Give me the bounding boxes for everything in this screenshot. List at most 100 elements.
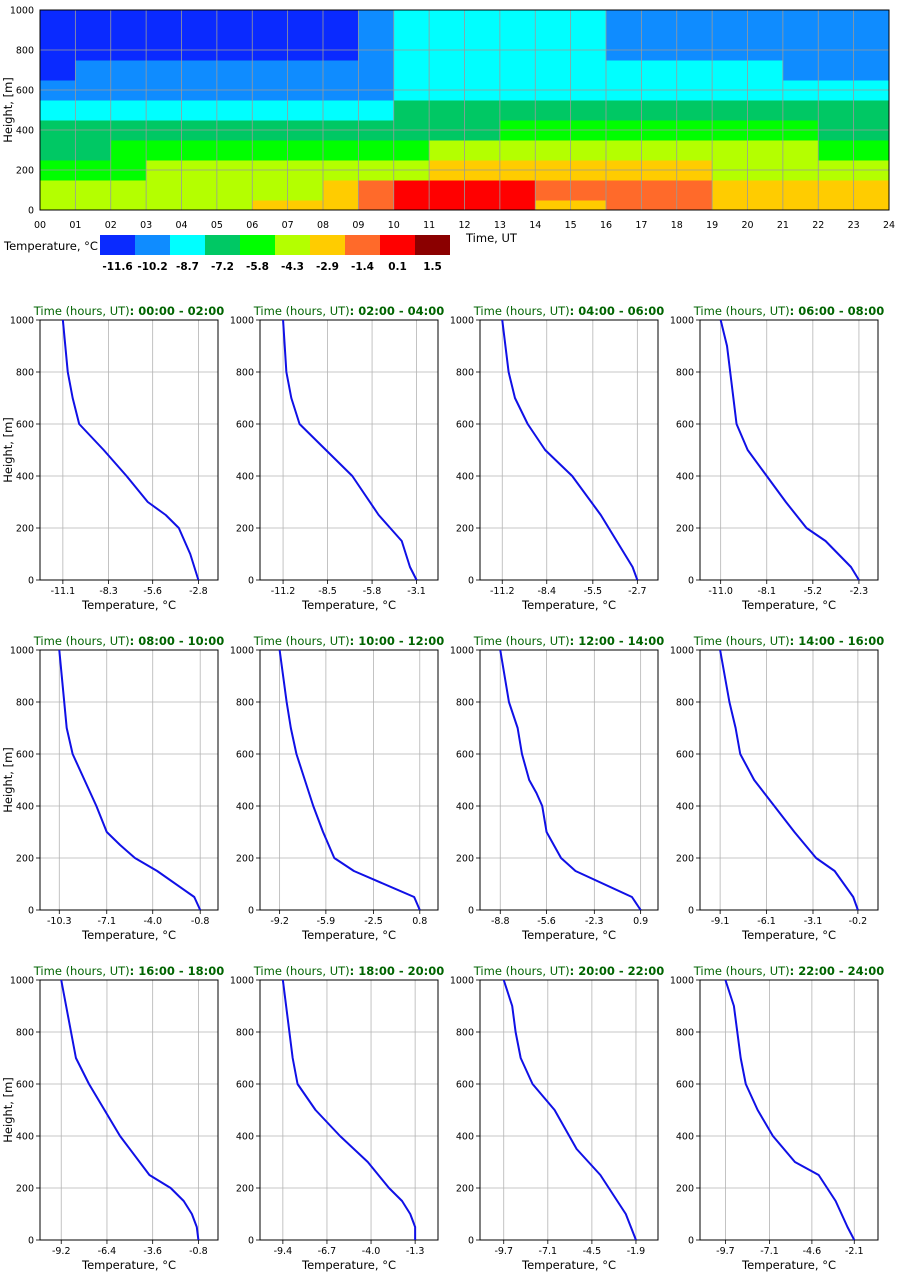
heatmap-cell [606, 100, 642, 121]
heatmap-cell [606, 60, 642, 81]
profile-ylabel: Height, [m] [1, 747, 15, 813]
profile-xtick-label: -3.1 [804, 916, 823, 927]
temperature-profiles: -11.1 -8.3 -5.6 -2.8 0 200 400 600 800 1000 Temper… [1, 304, 884, 1272]
heatmap-cell [712, 60, 748, 81]
profile-xtick-label: 0.9 [633, 916, 648, 927]
heatmap-grid [39, 9, 890, 211]
profile-title-prefix: Time (hours, UT) [33, 304, 130, 318]
heatmap-cell [712, 200, 748, 211]
heatmap-cell [641, 10, 678, 61]
colorbar-swatch [275, 235, 310, 255]
profile-xlabel: Temperature, °C [521, 1258, 616, 1272]
heatmap-cell [358, 10, 395, 61]
profile-xtick-label: 0.8 [412, 916, 427, 927]
profile-ytick-label: 600 [16, 750, 34, 761]
profile-xtick-label: -5.6 [143, 586, 162, 597]
colorbar-value: -7.2 [211, 261, 234, 273]
heatmap-cell [464, 200, 501, 211]
heatmap-cell [782, 60, 819, 81]
profile-ytick-label: 200 [16, 854, 34, 865]
profile-ytick-label: 1000 [10, 316, 34, 327]
heatmap-cell [181, 200, 218, 211]
profile-ytick-label: 200 [16, 1184, 34, 1195]
heatmap-cell [606, 140, 642, 161]
heatmap-cell [146, 200, 182, 211]
heatmap-cell [358, 100, 395, 121]
heatmap-cell [641, 180, 678, 201]
profile-title: Time (hours, UT): 06:00 - 08:00 [693, 304, 884, 318]
heatmap-xtick: 13 [494, 220, 506, 231]
heatmap-cell [641, 200, 678, 211]
heatmap-cell [535, 10, 572, 61]
profile-title: Time (hours, UT): 20:00 - 22:00 [473, 964, 664, 978]
profile-frame [259, 979, 439, 1241]
profile-xtick-label: -0.8 [189, 1246, 208, 1257]
heatmap-cell [535, 140, 572, 161]
profile-title: Time (hours, UT): 22:00 - 24:00 [693, 964, 884, 978]
profile-ytick-label: 800 [456, 368, 474, 379]
profile-xtick-label: -3.1 [407, 586, 426, 597]
heatmap-cell [570, 100, 607, 121]
profile-ytick-label: 0 [688, 906, 694, 917]
colorbar-value: -10.2 [137, 261, 167, 273]
heatmap-cell [464, 180, 501, 201]
profile-ytick-label: 200 [456, 1184, 474, 1195]
heatmap-xtick: 24 [883, 220, 895, 231]
profile-ytick-label: 600 [676, 1080, 694, 1091]
profile-panel: -11.2 -8.5 -5.8 -3.1 0 200 400 600 800 1000 Temper… [230, 304, 444, 612]
profile-frame [259, 319, 439, 581]
profile-ytick-label: 400 [676, 472, 694, 483]
heatmap-xtick: 17 [635, 220, 647, 231]
profile-ytick-label: 800 [16, 698, 34, 709]
heatmap-xtick: 04 [175, 220, 187, 231]
profile-title-prefix: Time (hours, UT) [33, 964, 130, 978]
profile-frame [479, 979, 659, 1241]
heatmap-cell [323, 180, 359, 201]
heatmap-ylabel: Height, [m] [1, 77, 15, 143]
profile-title: Time (hours, UT): 04:00 - 06:00 [473, 304, 664, 318]
heatmap-cell [570, 180, 607, 201]
colorbar-swatch [345, 235, 380, 255]
profile-ytick-label: 200 [16, 524, 34, 535]
profile-title-prefix: Time (hours, UT) [693, 634, 790, 648]
profile-xtick-label: -2.8 [189, 586, 208, 597]
heatmap-cell [747, 100, 784, 121]
profile-panel: -9.4 -6.7 -4.0 -1.3 0 200 400 600 800 1000 Tempera… [230, 964, 444, 1272]
heatmap-cell [393, 180, 430, 201]
heatmap-cell [499, 100, 536, 121]
profile-ytick-label: 0 [688, 576, 694, 587]
colorbar-value: -4.3 [281, 261, 304, 273]
heatmap-xtick: 09 [352, 220, 364, 231]
heatmap-cell [464, 140, 501, 161]
profile-xlabel: Temperature, °C [741, 1258, 836, 1272]
heatmap-cell [429, 180, 465, 201]
colorbar-value: 0.1 [388, 261, 407, 273]
heatmap-cell [146, 10, 182, 61]
profile-title-range: : 00:00 - 02:00 [130, 304, 225, 318]
profile-ytick-label: 600 [456, 750, 474, 761]
profile-xtick-label: -5.6 [537, 916, 556, 927]
heatmap-cell [358, 200, 395, 211]
heatmap-cell [429, 100, 465, 121]
heatmap-cell [323, 10, 359, 61]
profile-ytick-label: 1000 [670, 976, 694, 987]
profile-ytick-label: 600 [236, 750, 254, 761]
heatmap-cell [181, 10, 218, 61]
profile-frame [39, 649, 219, 911]
heatmap-xtick: 15 [565, 220, 577, 231]
profile-title-prefix: Time (hours, UT) [253, 634, 350, 648]
profile-panel: -9.2 -5.9 -2.5 0.8 0 200 400 600 800 1000 Temperat… [230, 634, 444, 942]
heatmap-cell [712, 180, 748, 201]
heatmap-cell [40, 200, 76, 211]
heatmap-cell [216, 100, 253, 121]
heatmap-cell [393, 140, 430, 161]
profile-xtick-label: -4.6 [803, 1246, 822, 1257]
heatmap-cell [499, 10, 536, 61]
profile-xlabel: Temperature, °C [741, 598, 836, 612]
heatmap-ytick: 1000 [10, 6, 34, 17]
profile-ylabel: Height, [m] [1, 1077, 15, 1143]
heatmap-cell [75, 140, 112, 161]
heatmap-cell [747, 180, 784, 201]
heatmap-cell [464, 60, 501, 81]
heatmap-cell [782, 180, 819, 201]
